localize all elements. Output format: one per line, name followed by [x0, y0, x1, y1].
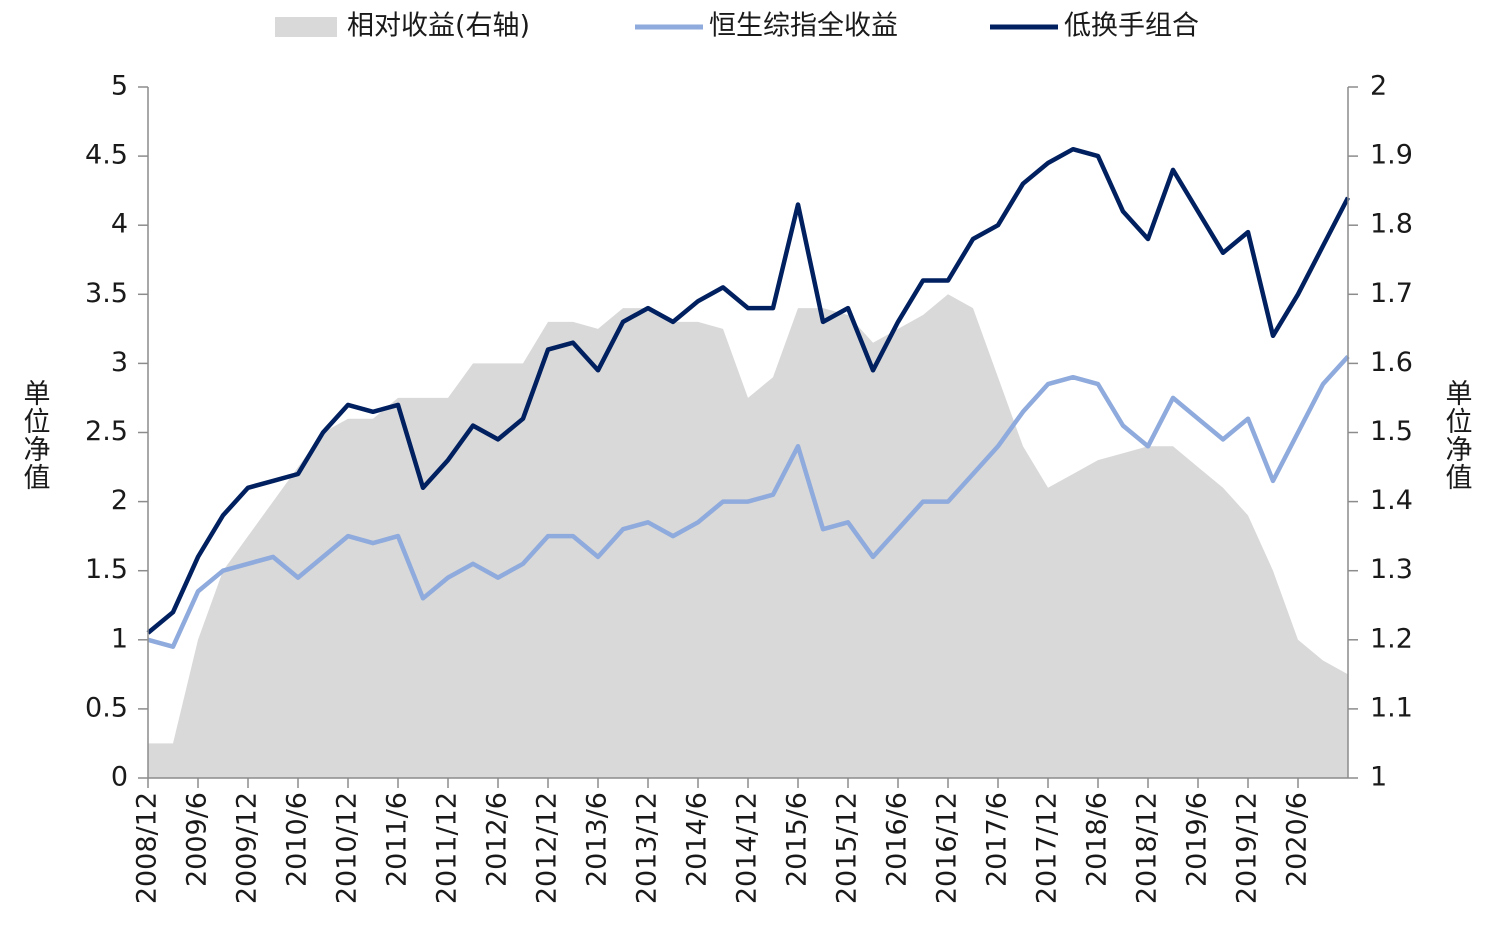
- x-tick-label: 2017/6: [982, 792, 1013, 887]
- x-tick-label: 2015/6: [782, 792, 813, 887]
- line: [147, 354, 1350, 649]
- line: [146, 146, 1350, 635]
- y-tick-label: 3: [111, 347, 128, 378]
- y-tick-label: 0.5: [85, 692, 128, 723]
- x-tick-label: 2016/12: [932, 792, 963, 904]
- legend-item: 相对收益(右轴): [275, 11, 530, 42]
- x-tick-label: 2009/6: [182, 792, 213, 887]
- y2-tick-label: 2: [1370, 71, 1387, 102]
- legend-swatch: [275, 17, 337, 37]
- y-tick-label: 3.5: [85, 278, 128, 309]
- x-tick-label: 2013/12: [632, 792, 663, 904]
- x-tick-label: 2008/12: [132, 792, 163, 904]
- x-tick-label: 2017/12: [1032, 792, 1063, 904]
- y2-tick-label: 1: [1370, 762, 1387, 793]
- y2-tick-label: 1.8: [1370, 209, 1413, 240]
- y2-tick-label: 1.4: [1370, 485, 1413, 516]
- y2-axis-label: 单位净值: [1441, 379, 1473, 491]
- x-tick-label: 2010/6: [282, 792, 313, 887]
- x-tick-label: 2012/6: [482, 792, 513, 887]
- y-tick-label: 1.5: [85, 554, 128, 585]
- y-tick-label: 0: [111, 762, 128, 793]
- y-tick-label: 1: [111, 623, 128, 654]
- x-tick-label: 2019/12: [1232, 792, 1263, 904]
- y2-tick-label: 1.3: [1370, 554, 1413, 585]
- area: [148, 294, 1348, 778]
- x-tick-label: 2010/12: [332, 792, 363, 904]
- x-tick-label: 2013/6: [582, 792, 613, 887]
- y2-tick-label: 1.1: [1370, 692, 1413, 723]
- y-tick-label: 4: [111, 209, 128, 240]
- x-tick-label: 2009/12: [232, 792, 263, 904]
- x-tick-label: 2011/12: [432, 792, 463, 904]
- legend-label: 恒生综指全收益: [709, 11, 898, 42]
- x-tick-label: 2018/6: [1082, 792, 1113, 887]
- y-tick-label: 2: [111, 485, 128, 516]
- y2-tick-label: 1.6: [1370, 347, 1413, 378]
- legend-item: 恒生综指全收益: [635, 11, 898, 42]
- x-tick-label: 2018/12: [1132, 792, 1163, 904]
- x-tick-label: 2020/6: [1282, 792, 1313, 887]
- legend-label: 低换手组合: [1064, 11, 1199, 42]
- legend-item: 低换手组合: [990, 11, 1199, 42]
- y2-tick-label: 1.2: [1370, 623, 1413, 654]
- y2-tick-label: 1.9: [1370, 140, 1413, 171]
- y-tick-label: 2.5: [85, 416, 128, 447]
- x-tick-label: 2012/12: [532, 792, 563, 904]
- x-tick-label: 2016/6: [882, 792, 913, 887]
- x-tick-label: 2014/12: [732, 792, 763, 904]
- y2-tick-label: 1.7: [1370, 278, 1413, 309]
- y2-tick-label: 1.5: [1370, 416, 1413, 447]
- legend-label: 相对收益(右轴): [347, 11, 530, 42]
- x-tick-label: 2015/12: [832, 792, 863, 904]
- y-axis-label: 单位净值: [19, 379, 51, 491]
- x-tick-label: 2011/6: [382, 792, 413, 887]
- x-tick-label: 2019/6: [1182, 792, 1213, 887]
- y-tick-label: 5: [111, 71, 128, 102]
- x-tick-label: 2014/6: [682, 792, 713, 887]
- y-tick-label: 4.5: [85, 140, 128, 171]
